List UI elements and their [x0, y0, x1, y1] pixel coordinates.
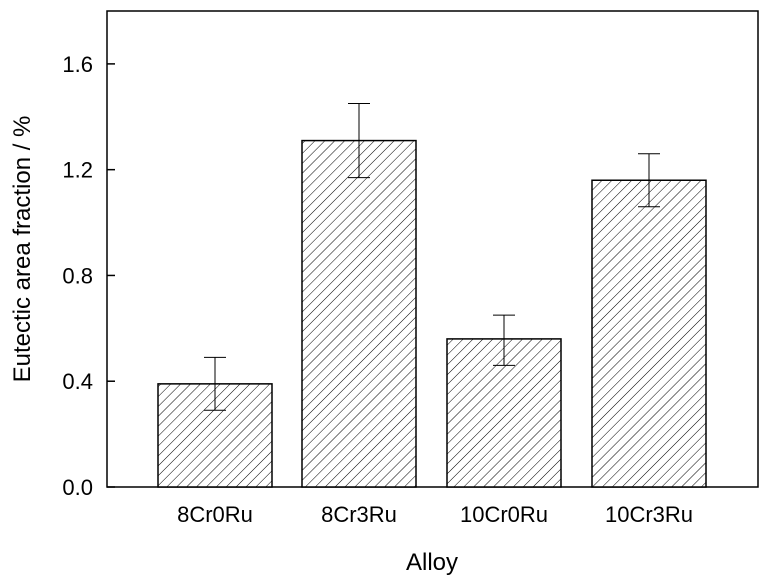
y-tick-label: 0.4 — [62, 369, 93, 394]
plot-frame — [106, 10, 759, 488]
x-tick-label: 10Cr3Ru — [605, 502, 693, 527]
y-tick-label: 0.0 — [62, 475, 93, 500]
x-axis-label: Alloy — [406, 549, 458, 576]
x-tick-label: 8Cr3Ru — [321, 502, 397, 527]
y-axis-label: Eutectic area fraction / % — [9, 116, 36, 383]
y-tick-label: 1.6 — [62, 52, 93, 77]
error-bars — [204, 103, 660, 411]
y-tick-label: 1.2 — [62, 158, 93, 183]
bar-8Cr0Ru — [157, 383, 273, 488]
x-tick-label: 8Cr0Ru — [177, 502, 253, 527]
bar-10Cr3Ru — [591, 179, 707, 488]
x-tick-label: 10Cr0Ru — [460, 502, 548, 527]
x-axis-ticks: 8Cr0Ru 8Cr3Ru 10Cr0Ru 10Cr3Ru — [177, 479, 693, 527]
bar-8Cr3Ru — [301, 139, 417, 488]
bars — [157, 139, 707, 488]
y-axis-ticks: 0.0 0.4 0.8 1.2 1.6 — [62, 52, 115, 500]
y-tick-label: 0.8 — [62, 263, 93, 288]
